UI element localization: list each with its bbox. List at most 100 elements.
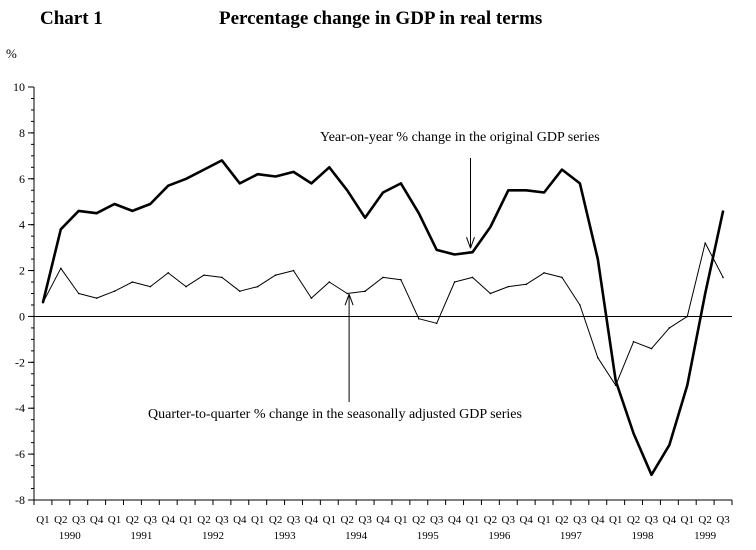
x-tick-label: Q3 [430,514,444,526]
data-point-quarter-to-quarter [42,301,44,304]
data-point-year-on-year [525,189,527,192]
data-point-year-on-year [471,251,474,253]
y-tick-label: 2 [19,264,25,278]
data-point-year-on-year [382,191,384,194]
x-tick-label: Q2 [555,514,568,526]
x-tick-label: Q1 [179,514,192,526]
data-point-year-on-year [221,159,223,162]
data-point-year-on-year [346,189,349,192]
y-tick-label: 4 [19,218,25,232]
x-tick-label: Q3 [358,514,372,526]
data-point-year-on-year [579,182,581,185]
x-tick-label: Q2 [197,514,210,526]
y-axis-unit-label: % [6,46,17,61]
y-tick-label: -6 [15,447,25,461]
data-point-quarter-to-quarter [149,285,152,288]
x-tick-label: Q4 [591,514,605,526]
data-point-quarter-to-quarter [364,290,366,293]
data-point-year-on-year [113,203,116,205]
data-point-quarter-to-quarter [650,347,653,350]
y-tick-label: 8 [19,126,25,140]
data-point-year-on-year [239,182,241,185]
data-point-year-on-year [686,384,689,387]
data-point-year-on-year [507,189,510,192]
data-point-quarter-to-quarter [435,322,438,325]
x-tick-label: Q4 [90,514,104,526]
data-point-quarter-to-quarter [328,281,331,283]
x-tick-label: Q1 [609,514,622,526]
data-point-year-on-year [596,258,599,260]
data-point-quarter-to-quarter [632,340,635,343]
data-point-quarter-to-quarter [185,285,187,288]
data-point-year-on-year [149,203,152,205]
data-point-quarter-to-quarter [453,281,456,283]
year-label: 1997 [560,530,583,542]
year-label: 1992 [202,530,224,542]
data-point-year-on-year [292,171,295,173]
data-point-quarter-to-quarter [596,356,599,359]
data-point-year-on-year [489,226,492,228]
annotation-year-on-year: Year-on-year % change in the original GD… [320,130,600,145]
year-label: 1993 [274,530,297,542]
x-tick-label: Q1 [394,514,407,526]
data-point-year-on-year [60,228,62,231]
data-point-year-on-year [256,173,259,175]
x-tick-label: Q2 [484,514,497,526]
y-tick-label: -8 [15,493,25,507]
x-tick-label: Q2 [698,514,711,526]
data-point-year-on-year [632,432,635,435]
data-point-quarter-to-quarter [95,297,98,299]
data-point-quarter-to-quarter [525,283,527,286]
data-point-year-on-year [167,184,170,187]
data-point-year-on-year [77,210,80,212]
data-point-quarter-to-quarter [256,285,259,288]
data-point-year-on-year [543,191,545,194]
year-label: 1998 [632,530,655,542]
data-point-quarter-to-quarter [292,269,295,272]
year-label: 1995 [417,530,440,542]
data-point-quarter-to-quarter [221,276,223,279]
data-point-year-on-year [668,444,671,446]
data-point-year-on-year [400,182,402,185]
data-point-year-on-year [185,177,187,180]
data-point-quarter-to-quarter [203,274,205,276]
x-tick-label: Q4 [162,514,176,526]
data-point-quarter-to-quarter [239,290,241,293]
data-point-year-on-year [328,166,331,169]
data-point-quarter-to-quarter [167,272,170,274]
x-tick-label: Q3 [716,514,730,526]
annotation-arrow-year-on-year-head [466,237,471,249]
data-point-year-on-year [614,379,617,382]
x-tick-label: Q3 [72,514,86,526]
x-tick-label: Q4 [305,514,319,526]
data-point-quarter-to-quarter [274,274,277,276]
series-line-year-on-year [41,159,725,477]
x-tick-label: Q2 [54,514,67,526]
chart-number-label: Chart 1 [40,8,103,29]
annotation-arrow-quarter-to-quarter-head [348,294,354,306]
data-point-quarter-to-quarter [579,304,581,306]
x-tick-label: Q4 [663,514,677,526]
annotation-arrow-quarter-to-quarter-head [344,294,350,306]
data-point-year-on-year [274,175,277,178]
x-tick-label: Q4 [376,514,390,526]
data-point-year-on-year [561,168,563,171]
data-point-year-on-year [650,473,653,476]
x-tick-label: Q3 [502,514,516,526]
y-tick-label: -2 [15,355,25,369]
year-label: 1990 [59,530,82,542]
data-point-quarter-to-quarter [382,276,384,279]
y-tick-label: 10 [13,80,25,94]
data-point-quarter-to-quarter [704,242,706,244]
x-tick-label: Q2 [627,514,640,526]
x-tick-label: Q4 [233,514,247,526]
data-point-year-on-year [435,249,438,251]
x-tick-label: Q2 [126,514,139,526]
year-label: 1991 [130,530,152,542]
data-point-quarter-to-quarter [668,327,671,329]
data-point-year-on-year [203,168,205,171]
year-label: 1999 [694,530,717,542]
chart-title: Percentage change in GDP in real terms [219,8,543,29]
year-label: 1994 [345,530,368,542]
